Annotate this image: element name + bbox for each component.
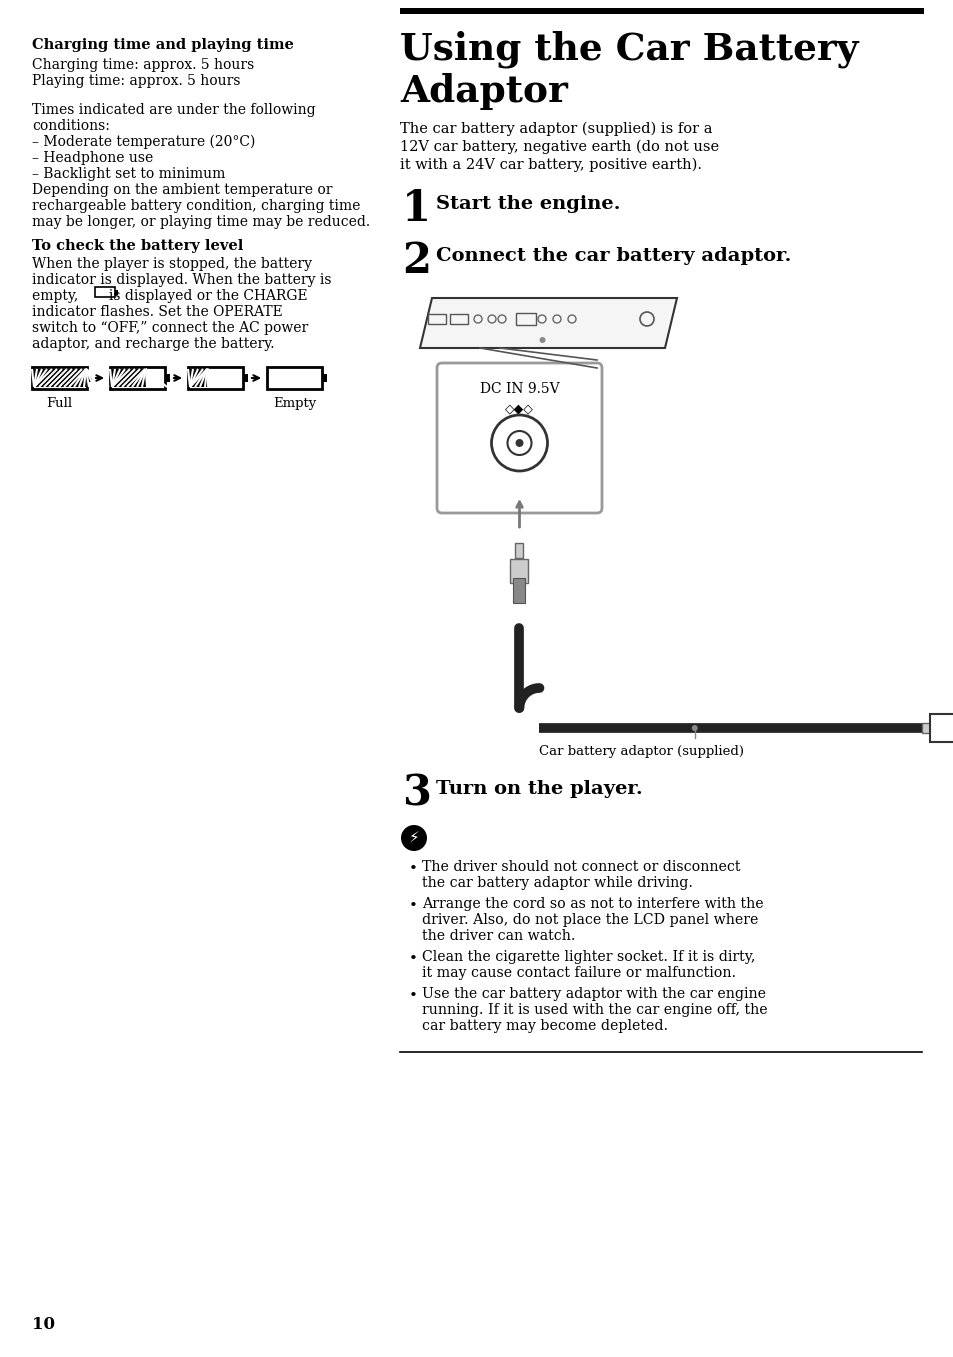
Text: The driver should not connect or disconnect: The driver should not connect or disconn… [421,860,740,874]
Text: 1: 1 [401,189,431,229]
Text: Charging time and playing time: Charging time and playing time [32,38,294,52]
Bar [929,714,953,742]
Text: switch to “OFF,” connect the AC power: switch to “OFF,” connect the AC power [32,322,308,335]
Bar [322,373,327,383]
Bar [34,369,86,387]
Bar [115,289,118,294]
Text: running. If it is used with the car engine off, the: running. If it is used with the car engi… [421,1003,767,1016]
Bar [165,373,170,383]
Text: DC IN 9.5V: DC IN 9.5V [479,383,558,396]
Text: 2: 2 [401,240,431,282]
Text: – Moderate temperature (20°C): – Moderate temperature (20°C) [32,134,255,149]
Text: Clean the cigarette lighter socket. If it is dirty,: Clean the cigarette lighter socket. If i… [421,950,755,963]
Bar [510,559,528,584]
Text: •: • [409,898,417,913]
Text: Start the engine.: Start the engine. [436,195,619,213]
Bar [515,543,523,558]
Bar [95,286,115,297]
Text: the car battery adaptor while driving.: the car battery adaptor while driving. [421,877,692,890]
Bar [32,366,87,389]
Text: Empty: Empty [273,398,315,410]
Text: – Backlight set to minimum: – Backlight set to minimum [32,167,225,180]
Text: Turn on the player.: Turn on the player. [436,780,642,798]
Text: Connect the car battery adaptor.: Connect the car battery adaptor. [436,247,791,265]
Text: 12V car battery, negative earth (do not use: 12V car battery, negative earth (do not … [399,140,719,155]
Text: To check the battery level: To check the battery level [32,239,243,252]
Bar [450,313,468,324]
Bar [516,313,536,324]
Text: •: • [409,862,417,877]
Text: adaptor, and recharge the battery.: adaptor, and recharge the battery. [32,337,274,351]
Text: Use the car battery adaptor with the car engine: Use the car battery adaptor with the car… [421,987,765,1001]
Bar [267,366,322,389]
Circle shape [515,440,523,446]
Text: Car battery adaptor (supplied): Car battery adaptor (supplied) [539,745,743,759]
Text: Times indicated are under the following: Times indicated are under the following [32,103,315,117]
Text: – Headphone use: – Headphone use [32,151,153,166]
Text: Depending on the ambient temperature or: Depending on the ambient temperature or [32,183,333,197]
Text: indicator flashes. Set the OPERATE: indicator flashes. Set the OPERATE [32,305,282,319]
Text: ◇◆◇: ◇◆◇ [504,402,534,415]
Bar [110,366,165,389]
Text: When the player is stopped, the battery: When the player is stopped, the battery [32,256,312,271]
FancyBboxPatch shape [436,364,601,513]
Circle shape [400,825,427,851]
Bar [513,578,525,603]
Text: the driver can watch.: the driver can watch. [421,930,575,943]
Bar [243,373,248,383]
Text: 3: 3 [401,773,431,816]
Text: The car battery adaptor (supplied) is for a: The car battery adaptor (supplied) is fo… [399,122,712,137]
Text: ⚡: ⚡ [408,829,419,844]
Text: rechargeable battery condition, charging time: rechargeable battery condition, charging… [32,199,360,213]
Text: empty,       is displayed or the CHARGE: empty, is displayed or the CHARGE [32,289,307,303]
Text: driver. Also, do not place the LCD panel where: driver. Also, do not place the LCD panel… [421,913,758,927]
Circle shape [539,337,545,343]
Bar [921,723,933,733]
Text: it with a 24V car battery, positive earth).: it with a 24V car battery, positive eart… [399,157,701,172]
Bar [428,313,446,324]
Text: Arrange the cord so as not to interfere with the: Arrange the cord so as not to interfere … [421,897,762,911]
Text: •: • [409,953,417,966]
Text: indicator is displayed. When the battery is: indicator is displayed. When the battery… [32,273,331,286]
Text: conditions:: conditions: [32,119,110,133]
Bar [87,373,91,383]
Text: Using the Car Battery: Using the Car Battery [399,30,858,68]
Text: it may cause contact failure or malfunction.: it may cause contact failure or malfunct… [421,966,736,980]
Bar [399,8,923,14]
Bar [190,369,207,387]
Circle shape [691,725,697,731]
Text: •: • [409,989,417,1003]
Polygon shape [419,299,677,347]
Text: may be longer, or playing time may be reduced.: may be longer, or playing time may be re… [32,214,370,229]
Text: car battery may become depleted.: car battery may become depleted. [421,1019,667,1033]
Bar [112,369,146,387]
Text: Playing time: approx. 5 hours: Playing time: approx. 5 hours [32,75,240,88]
Text: Full: Full [47,398,72,410]
Text: Charging time: approx. 5 hours: Charging time: approx. 5 hours [32,58,254,72]
Bar [188,366,243,389]
Text: 10: 10 [32,1316,55,1333]
Text: Adaptor: Adaptor [399,73,567,110]
